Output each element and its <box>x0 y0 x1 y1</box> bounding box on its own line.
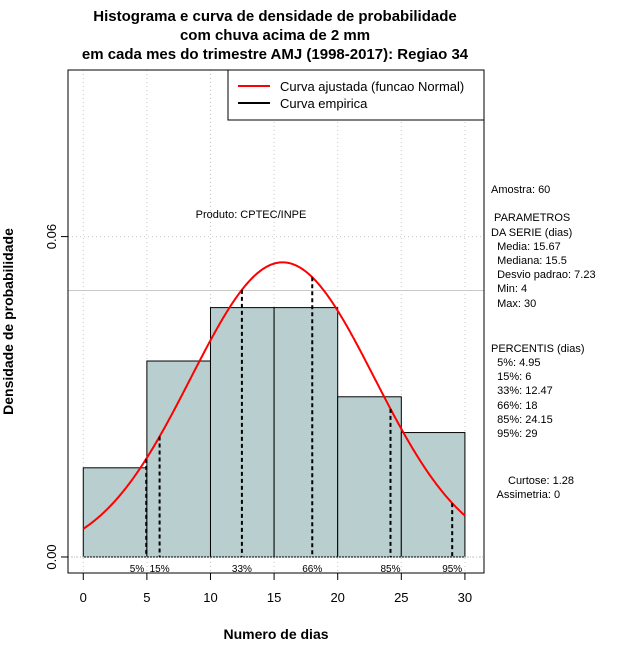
histogram-bar <box>400 432 466 558</box>
stats-line: Assimetria: 0 <box>491 489 560 501</box>
percentile-label: 15% <box>150 564 170 575</box>
stats-line: Desvio padrao: 7.23 <box>491 269 596 281</box>
percentile-label: 95% <box>442 564 462 575</box>
x-axis-title: Numero de dias <box>223 626 328 642</box>
histogram-bar <box>82 467 148 558</box>
stats-line: PERCENTIS (dias) <box>491 343 585 355</box>
stats-line: 33%: 12.47 <box>491 385 553 397</box>
legend-label: Curva empirica <box>280 96 368 111</box>
histogram-bar <box>146 360 211 558</box>
legend-label: Curva ajustada (funcao Normal) <box>280 79 464 94</box>
stats-line: Min: 4 <box>491 283 527 295</box>
stats-line: Max: 30 <box>491 298 536 310</box>
y-tick-label: 0.06 <box>44 224 59 249</box>
y-tick-label: 0.00 <box>44 544 59 569</box>
percentile-label: 66% <box>302 564 322 575</box>
stats-line: 95%: 29 <box>491 428 537 440</box>
x-tick-label: 5 <box>143 590 150 605</box>
chart-title-line-3: em cada mes do trimestre AMJ (1998-2017)… <box>82 46 469 63</box>
stats-line: 5%: 4.95 <box>491 357 541 369</box>
x-tick-label: 25 <box>394 590 408 605</box>
stats-line: Media: 15.67 <box>491 241 561 253</box>
legend-box <box>227 69 485 121</box>
stats-line: Mediana: 15.5 <box>491 255 567 267</box>
percentile-label: 5% <box>130 564 145 575</box>
normal-fit-curve <box>82 261 466 530</box>
x-tick-label: 10 <box>203 590 217 605</box>
stats-line: 66%: 18 <box>491 400 537 412</box>
stats-line: PARAMETROS <box>491 212 570 224</box>
y-axis-title: Densidade de probabilidade <box>0 228 16 415</box>
x-tick-label: 30 <box>458 590 472 605</box>
x-tick-label: 0 <box>80 590 87 605</box>
stats-line: 85%: 24.15 <box>491 414 553 426</box>
x-tick-label: 20 <box>330 590 344 605</box>
histogram-bar <box>337 396 402 558</box>
stats-line: 15%: 6 <box>491 371 531 383</box>
stats-line: Amostra: 60 <box>491 184 550 196</box>
product-label: Produto: CPTEC/INPE <box>196 209 307 221</box>
x-tick-label: 15 <box>267 590 281 605</box>
histogram-bar <box>273 307 339 558</box>
percentile-label: 33% <box>232 564 252 575</box>
chart-title-line-2: com chuva acima de 2 mm <box>180 27 370 44</box>
stats-line: DA SERIE (dias) <box>491 227 572 239</box>
legend: Curva ajustada (funcao Normal) Curva empi… <box>227 69 485 121</box>
percentile-label: 85% <box>380 564 400 575</box>
stats-line: Curtose: 1.28 <box>508 475 574 487</box>
chart-title-line-1: Histograma e curva de densidade de proba… <box>93 8 456 25</box>
